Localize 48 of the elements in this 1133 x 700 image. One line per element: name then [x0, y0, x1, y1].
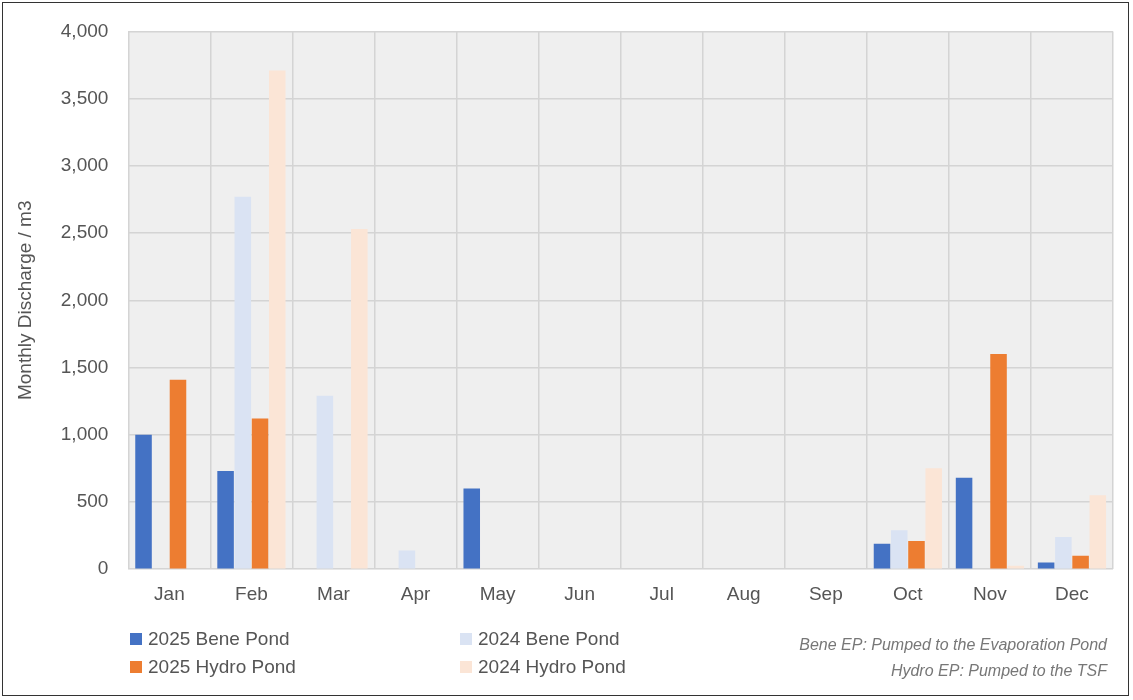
x-tick-label: Mar	[317, 582, 351, 604]
y-tick-label: 0	[97, 557, 109, 579]
bar	[1089, 495, 1107, 569]
bar	[463, 488, 481, 569]
bar	[135, 434, 152, 569]
bar	[955, 477, 973, 569]
x-tick-label: Jun	[564, 582, 595, 604]
legend-label: 2025 Hydro Pond	[147, 656, 297, 678]
y-axis-title: Monthly Discharge / m3	[13, 200, 35, 401]
bar	[269, 70, 286, 569]
bar	[1037, 562, 1055, 569]
x-tick-label: Jul	[649, 582, 674, 604]
bar	[873, 543, 891, 569]
x-tick-label: Dec	[1055, 582, 1089, 604]
x-tick-label: Oct	[893, 582, 924, 604]
bar	[169, 379, 187, 569]
y-tick-label: 3,500	[60, 86, 109, 108]
bar	[1055, 536, 1072, 569]
bar	[316, 395, 334, 569]
x-tick-label: May	[479, 582, 517, 604]
x-tick-label: Sep	[808, 582, 843, 604]
y-tick-label: 4,000	[60, 19, 109, 41]
bar	[1072, 555, 1089, 569]
bar	[925, 468, 942, 569]
y-tick-label: 2,000	[60, 288, 109, 310]
bar	[234, 196, 252, 569]
bar	[890, 530, 908, 569]
text: Hydro EP: Pumped to the TSF	[889, 661, 1107, 681]
y-tick-label: 2,500	[60, 221, 109, 243]
x-tick-label: Aug	[726, 582, 761, 604]
legend-label: 2025 Bene Pond	[147, 628, 291, 650]
x-tick-label: Apr	[400, 582, 431, 604]
bar	[251, 418, 269, 569]
x-tick-label: Nov	[973, 582, 1008, 604]
y-tick-label: 1,000	[60, 422, 109, 444]
y-tick-label: 3,000	[60, 154, 109, 176]
bar	[990, 354, 1007, 569]
x-tick-label: Jan	[154, 582, 185, 604]
bar	[908, 540, 925, 569]
bar	[351, 229, 368, 569]
bar	[398, 550, 416, 569]
bar	[217, 471, 234, 569]
legend-label: 2024 Bene Pond	[477, 628, 621, 650]
x-tick-label: Feb	[235, 582, 268, 604]
legend-label: 2024 Hydro Pond	[477, 656, 627, 678]
y-tick-label: 1,500	[60, 355, 109, 377]
y-tick-label: 500	[76, 490, 109, 512]
text: Bene EP: Pumped to the Evaporation Pond	[799, 635, 1107, 655]
